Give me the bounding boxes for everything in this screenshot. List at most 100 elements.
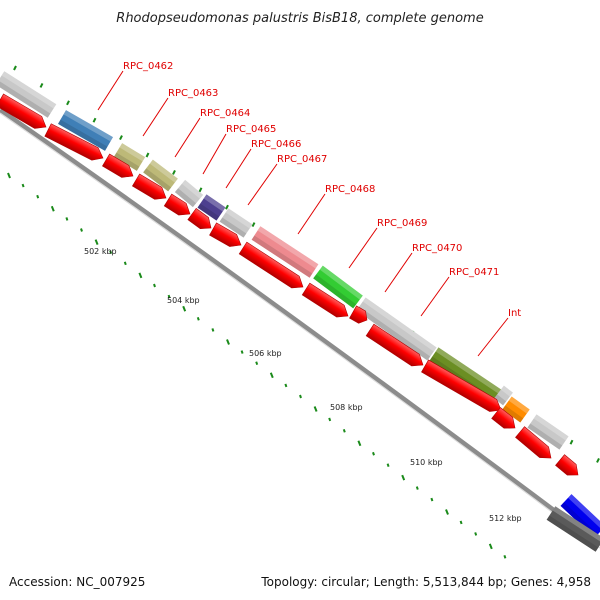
cds-arrow bbox=[515, 426, 552, 459]
tick bbox=[488, 543, 493, 550]
tick bbox=[13, 65, 17, 71]
tick bbox=[138, 272, 143, 279]
tick bbox=[313, 406, 318, 412]
tick bbox=[401, 474, 406, 481]
kbp-label: 508 kbp bbox=[330, 403, 363, 412]
cds-arrow bbox=[365, 323, 424, 367]
cds-track bbox=[0, 93, 579, 476]
tick bbox=[182, 305, 187, 312]
feature-box bbox=[113, 143, 146, 171]
tick bbox=[36, 194, 40, 199]
cds-arrow bbox=[131, 173, 167, 200]
gene-callout-line bbox=[348, 227, 378, 269]
tick bbox=[50, 205, 55, 212]
gene-label: RPC_0466 bbox=[251, 139, 301, 150]
tick bbox=[123, 261, 127, 266]
feature-box bbox=[356, 297, 437, 361]
tick bbox=[92, 117, 97, 123]
gene-label: RPC_0470 bbox=[412, 243, 462, 254]
tick bbox=[7, 172, 11, 179]
tick bbox=[569, 439, 574, 445]
feature-box bbox=[219, 208, 253, 238]
gene-callout-line bbox=[97, 70, 124, 111]
gene-callouts: RPC_0462 RPC_0463 RPC_0464 RPC_0465 RPC_0466… bbox=[97, 61, 521, 357]
gene-label: RPC_0463 bbox=[168, 88, 218, 99]
tick bbox=[445, 509, 449, 515]
cds-arrow bbox=[349, 305, 368, 324]
gene-label: Int bbox=[508, 308, 521, 319]
tick bbox=[430, 497, 434, 502]
cds-arrow bbox=[0, 93, 47, 129]
gene-label: RPC_0464 bbox=[200, 108, 250, 119]
cds-arrow bbox=[555, 454, 579, 476]
cds-arrow bbox=[102, 153, 134, 178]
gene-label: RPC_0462 bbox=[123, 61, 173, 72]
tick bbox=[65, 217, 69, 221]
tick bbox=[299, 394, 302, 399]
tick bbox=[66, 100, 70, 106]
tick bbox=[39, 82, 44, 88]
tick bbox=[211, 328, 215, 332]
tick bbox=[284, 383, 288, 388]
tick bbox=[196, 316, 200, 321]
tick bbox=[94, 239, 99, 245]
tick bbox=[474, 532, 478, 536]
tick bbox=[357, 440, 362, 447]
tick bbox=[167, 294, 171, 299]
cds-arrow bbox=[301, 282, 349, 318]
kbp-label: 506 kbp bbox=[249, 349, 282, 358]
cds-arrow bbox=[163, 193, 191, 216]
cds-arrow bbox=[44, 123, 104, 161]
tick bbox=[596, 457, 600, 463]
tick bbox=[145, 152, 150, 158]
feature-box bbox=[143, 159, 178, 192]
tick bbox=[386, 463, 390, 468]
feature-box bbox=[251, 226, 319, 278]
topology-label: Topology: circular; Length: 5,513,844 bp… bbox=[260, 575, 591, 589]
feature-box bbox=[197, 194, 226, 221]
cds-arrow bbox=[187, 207, 212, 230]
gene-callout-line bbox=[202, 133, 227, 175]
tick bbox=[153, 283, 156, 288]
feature-box bbox=[313, 265, 363, 309]
tick bbox=[225, 204, 229, 210]
tick bbox=[342, 429, 346, 433]
tick bbox=[109, 250, 113, 255]
gene-callout-line bbox=[420, 276, 450, 317]
tick bbox=[226, 339, 230, 345]
gene-callout-line bbox=[142, 97, 169, 137]
tick bbox=[251, 222, 256, 228]
feature-box bbox=[58, 110, 113, 151]
tick bbox=[255, 361, 259, 366]
gene-callout-line bbox=[225, 148, 252, 189]
kbp-label: 502 kbp bbox=[84, 247, 117, 256]
gene-label: RPC_0471 bbox=[449, 267, 499, 278]
kbp-label: 510 kbp bbox=[410, 458, 443, 467]
gene-label: RPC_0467 bbox=[277, 154, 327, 165]
feature-box bbox=[494, 385, 513, 406]
tick bbox=[119, 135, 123, 141]
tick bbox=[459, 520, 463, 525]
gene-label: RPC_0468 bbox=[325, 184, 375, 195]
tick-marks-inner bbox=[7, 172, 507, 559]
kbp-scale: 502 kbp 504 kbp 506 kbp 508 kbp 510 kbp 512 k… bbox=[84, 247, 522, 523]
tick bbox=[80, 228, 83, 232]
feature-box bbox=[546, 506, 600, 552]
tick bbox=[503, 554, 507, 559]
feature-box bbox=[527, 414, 569, 450]
gene-callout-line bbox=[477, 317, 509, 357]
feature-box bbox=[0, 71, 57, 118]
tick bbox=[240, 350, 244, 354]
gene-callout-line bbox=[297, 193, 326, 235]
tick bbox=[328, 417, 332, 422]
genome-backbone-highlight bbox=[0, 112, 600, 549]
tick bbox=[21, 183, 25, 188]
feature-box bbox=[502, 396, 530, 423]
cds-arrow bbox=[238, 241, 304, 289]
tick bbox=[269, 372, 274, 379]
kbp-label: 512 kbp bbox=[489, 514, 522, 523]
feature-box bbox=[174, 179, 204, 208]
tick bbox=[372, 451, 375, 456]
genome-backbone bbox=[0, 107, 600, 548]
